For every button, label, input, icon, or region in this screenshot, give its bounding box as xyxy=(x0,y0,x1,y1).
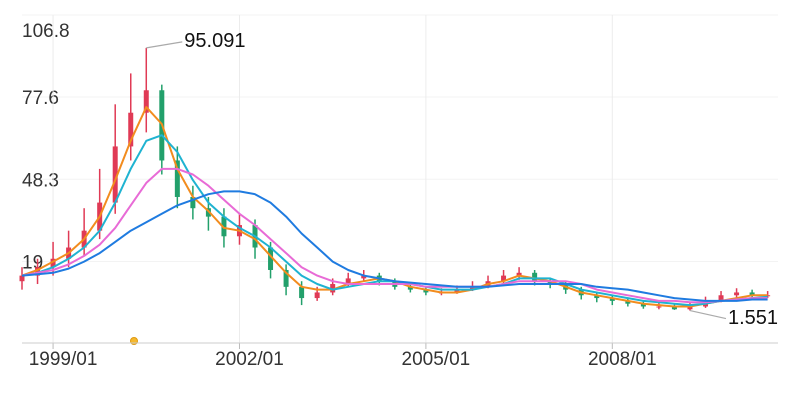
y-tick-label: 77.6 xyxy=(22,88,59,109)
candle-body xyxy=(516,272,522,276)
ma-line xyxy=(21,106,768,308)
ma-line xyxy=(21,167,768,304)
candle-body xyxy=(330,284,336,293)
candle-body xyxy=(128,112,134,147)
candle-body xyxy=(671,306,677,310)
candle-body xyxy=(50,258,56,268)
candle-body xyxy=(749,292,755,296)
candle-body xyxy=(656,306,662,308)
candle-body xyxy=(143,90,149,113)
candle-body xyxy=(283,269,289,287)
candle-body xyxy=(547,281,553,285)
candle-body xyxy=(112,146,118,203)
candle-body xyxy=(640,303,646,307)
candle-body xyxy=(594,295,600,299)
candle-body xyxy=(625,300,631,304)
candle-body xyxy=(221,216,227,237)
candle-body xyxy=(174,160,180,197)
candle-body xyxy=(454,289,460,293)
candle-body xyxy=(734,292,740,296)
candle-body xyxy=(765,295,771,297)
candle-body xyxy=(345,278,351,285)
annotation-leader xyxy=(146,41,183,49)
candle-body xyxy=(532,272,538,282)
x-tick-label: 2005/01 xyxy=(402,349,471,370)
candle-body xyxy=(361,275,367,279)
candle-body xyxy=(609,298,615,301)
annotation-leader xyxy=(689,309,727,320)
candle-body xyxy=(299,286,305,299)
candle-body xyxy=(19,275,25,282)
x-tick-label: 1999/01 xyxy=(29,349,98,370)
candle-body xyxy=(314,292,320,299)
candle-body xyxy=(268,247,274,270)
candle-body xyxy=(407,286,413,290)
annotation-label: 1.551 xyxy=(728,307,778,329)
x-tick-label: 2008/01 xyxy=(588,349,657,370)
y-tick-label: 48.3 xyxy=(22,170,59,191)
candle-body xyxy=(501,275,507,282)
candle-body xyxy=(423,289,429,293)
candle-body xyxy=(35,267,41,276)
candle-body xyxy=(718,295,724,301)
y-tick-label: 106.8 xyxy=(22,21,70,42)
annotation-label: 95.091 xyxy=(184,30,245,52)
candle-body xyxy=(687,306,693,310)
x-tick-label: 2002/01 xyxy=(215,349,284,370)
ma-line xyxy=(21,190,768,302)
candle-body xyxy=(469,286,475,290)
candle-body xyxy=(190,196,196,209)
